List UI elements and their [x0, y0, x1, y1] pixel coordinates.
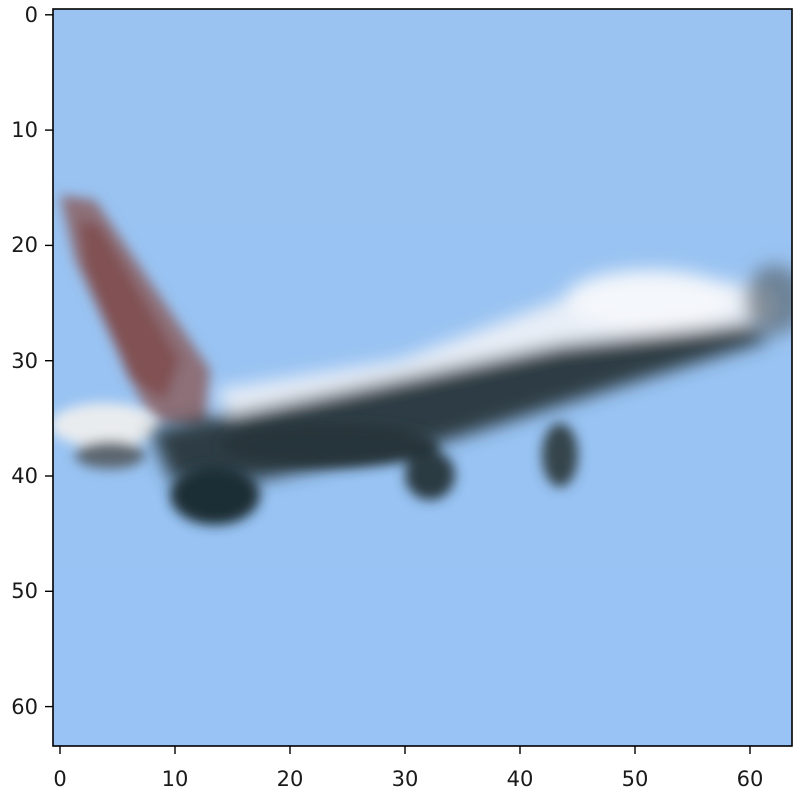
y-tick-label: 40	[11, 464, 38, 488]
x-tick-label: 30	[392, 767, 419, 791]
airplane-photo	[53, 9, 792, 746]
x-tick-label: 10	[162, 767, 189, 791]
x-tick-label: 0	[53, 767, 66, 791]
x-tick-label: 60	[737, 767, 764, 791]
y-tick-label: 30	[11, 349, 38, 373]
airplane-wings	[170, 423, 578, 525]
y-tick-label: 20	[11, 233, 38, 257]
x-axis: 0 10 20 30 40 50 60	[53, 746, 763, 791]
y-tick-label: 60	[11, 695, 38, 719]
x-tick-label: 50	[622, 767, 649, 791]
y-tick-label: 10	[11, 118, 38, 142]
y-tick-label: 0	[25, 3, 38, 27]
airplane-stabilizer	[53, 403, 160, 469]
y-axis: 0 10 20 30 40 50 60	[11, 3, 53, 719]
y-tick-label: 50	[11, 579, 38, 603]
airplane-tail	[60, 195, 210, 430]
x-tick-label: 40	[507, 767, 534, 791]
axes-frame	[52, 8, 793, 747]
x-tick-label: 20	[277, 767, 304, 791]
